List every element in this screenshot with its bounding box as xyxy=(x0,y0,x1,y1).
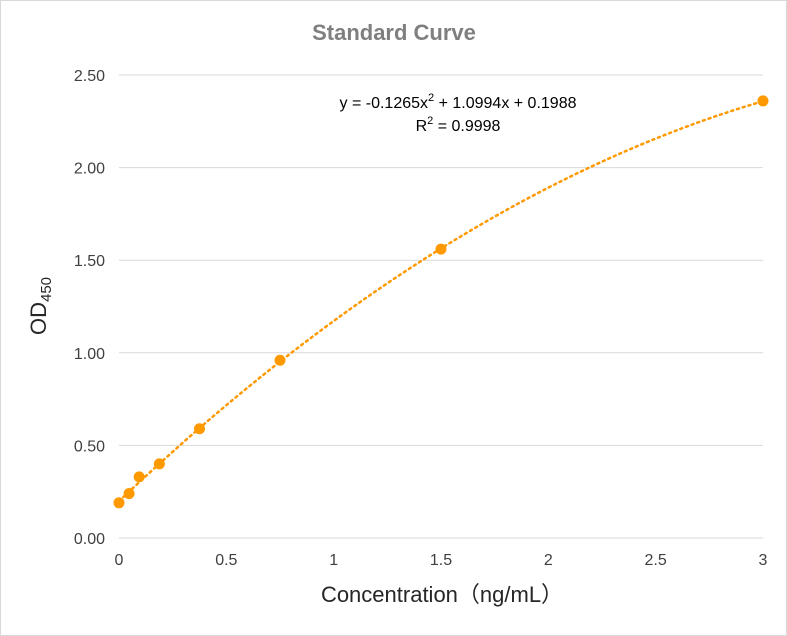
regression-equation: y = -0.1265x2 + 1.0994x + 0.1988 R2 = 0.… xyxy=(340,92,577,135)
y-axis-label-main: OD xyxy=(26,302,51,335)
y-tick-labels: 0.00 0.50 1.00 1.50 2.00 2.50 xyxy=(74,68,105,548)
data-point xyxy=(194,423,205,435)
r-squared-line: R2 = 0.9998 xyxy=(416,115,501,135)
data-point xyxy=(133,471,145,483)
r-squared-exponent: 2 xyxy=(427,115,433,127)
equation-exponent: 2 xyxy=(428,92,434,104)
gridlines xyxy=(119,74,763,539)
data-point xyxy=(757,95,769,107)
x-tick-label: 1 xyxy=(329,552,338,569)
chart-title: Standard Curve xyxy=(312,20,476,45)
data-point xyxy=(123,488,135,500)
r-squared-prefix: R xyxy=(416,118,428,135)
data-point xyxy=(274,354,286,366)
y-tick-label: 1.50 xyxy=(74,253,105,270)
r-squared-suffix: = 0.9998 xyxy=(433,118,500,135)
equation-line: y = -0.1265x2 + 1.0994x + 0.1988 xyxy=(340,92,577,112)
data-point xyxy=(435,243,447,255)
x-tick-label: 3 xyxy=(759,552,768,569)
y-tick-label: 1.00 xyxy=(74,346,105,363)
x-tick-label: 0.5 xyxy=(215,552,237,569)
data-point xyxy=(153,458,165,470)
y-axis-label: OD450 xyxy=(26,277,55,335)
x-axis-label: Concentration（ng/mL） xyxy=(321,582,563,607)
trendline xyxy=(117,99,765,503)
y-axis-label-subscript: 450 xyxy=(38,277,55,302)
data-points xyxy=(113,95,769,509)
y-tick-label: 2.50 xyxy=(74,68,105,85)
x-tick-label: 2 xyxy=(544,552,553,569)
y-tick-label: 2.00 xyxy=(74,161,105,178)
x-tick-label: 1.5 xyxy=(430,552,452,569)
y-tick-label: 0.00 xyxy=(74,531,105,548)
y-tick-label: 0.50 xyxy=(74,438,105,455)
x-tick-label: 2.5 xyxy=(645,552,667,569)
x-tick-labels: 0 0.5 1 1.5 2 2.5 3 xyxy=(115,552,768,569)
x-tick-label: 0 xyxy=(115,552,124,569)
equation-prefix: y = -0.1265x xyxy=(340,95,429,112)
equation-suffix: + 1.0994x + 0.1988 xyxy=(434,95,576,112)
data-point xyxy=(113,497,125,509)
